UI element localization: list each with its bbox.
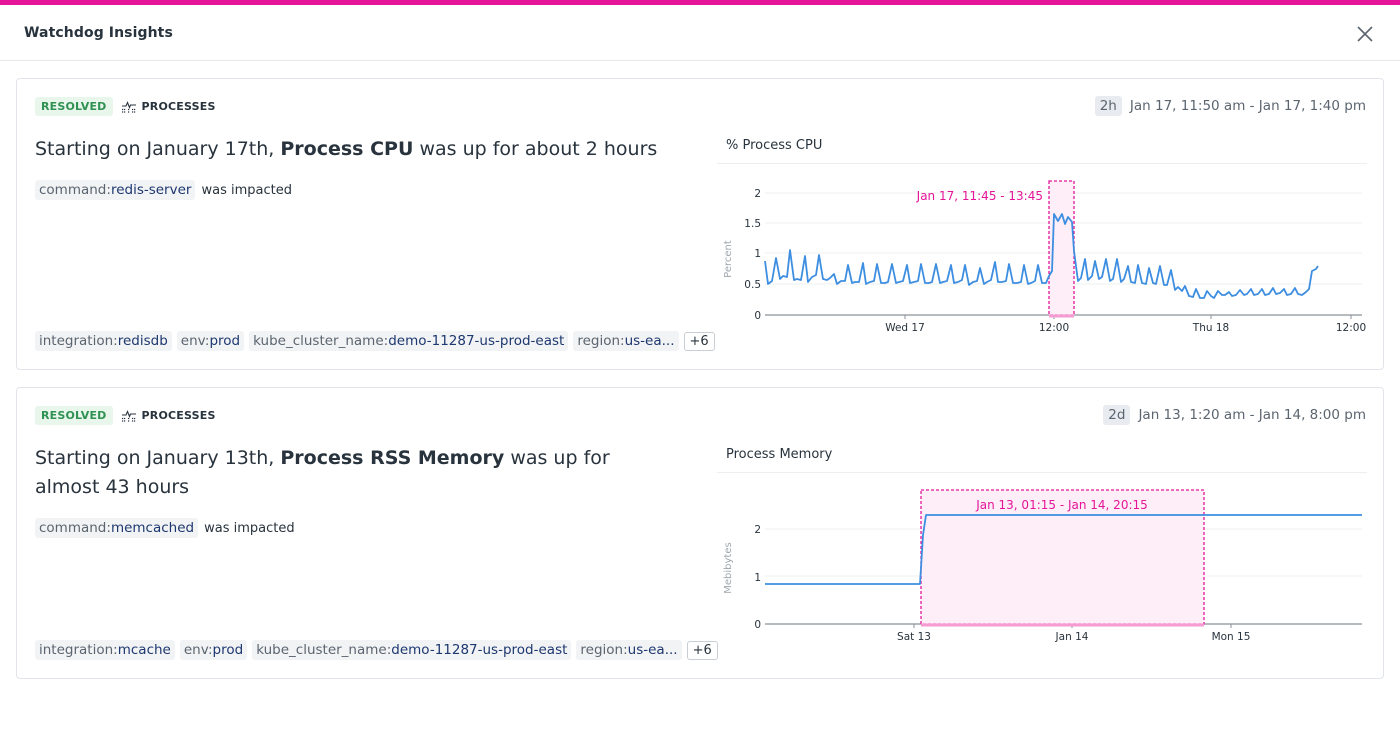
time-range: 2h Jan 17, 11:50 am - Jan 17, 1:40 pm (1094, 96, 1366, 116)
impact-row: command:redis-server was impacted (35, 180, 292, 200)
close-icon[interactable] (1354, 23, 1376, 45)
svg-text:2: 2 (754, 524, 761, 536)
chart-title: % Process CPU (726, 138, 823, 153)
tag-list: integration:redisdb env:prod kube_cluste… (35, 331, 715, 351)
impact-text: was impacted (204, 520, 295, 536)
y-axis-label: Percent (723, 240, 734, 278)
tag-integration[interactable]: integration:mcache (35, 640, 175, 660)
anomaly-label: Jan 17, 11:45 - 13:45 (916, 189, 1043, 203)
insight-headline: Starting on January 17th, Process CPU wa… (35, 138, 658, 160)
panel-header: Watchdog Insights (0, 5, 1400, 61)
svg-text:1.5: 1.5 (744, 218, 761, 230)
tag-region[interactable]: region:us-ea... (576, 640, 682, 660)
more-tags-button[interactable]: +6 (683, 331, 715, 351)
memory-chart[interactable]: Process Memory 0 1 2 Mebibytes Sat 13 Ja… (717, 440, 1367, 676)
tag-env[interactable]: env:prod (179, 640, 248, 660)
svg-text:Mon 15: Mon 15 (1212, 631, 1251, 643)
time-range-text: Jan 17, 11:50 am - Jan 17, 1:40 pm (1129, 98, 1366, 114)
processes-icon (121, 409, 136, 422)
category-label: PROCESSES (141, 409, 216, 422)
panel-title: Watchdog Insights (24, 24, 173, 41)
impact-row: command:memcached was impacted (35, 518, 295, 538)
tag-integration[interactable]: integration:redisdb (35, 331, 172, 351)
status-badge: RESOLVED (35, 406, 113, 425)
cpu-chart-plot: 0 0.5 1 1.5 2 Percent Wed 17 12:00 Thu 1… (723, 180, 1366, 334)
impact-text: was impacted (201, 182, 292, 198)
svg-text:12:00: 12:00 (1039, 322, 1069, 334)
svg-text:0: 0 (754, 310, 761, 322)
insight-headline: Starting on January 13th, Process RSS Me… (35, 447, 610, 498)
time-range-text: Jan 13, 1:20 am - Jan 14, 8:00 pm (1138, 407, 1366, 423)
accent-bar (0, 0, 1400, 5)
duration-badge: 2d (1103, 405, 1131, 425)
tag-list: integration:mcache env:prod kube_cluster… (35, 640, 718, 660)
svg-text:1: 1 (754, 248, 761, 260)
tag-kube-cluster[interactable]: kube_cluster_name:demo-11287-us-prod-eas… (252, 640, 572, 660)
status-badge: RESOLVED (35, 97, 113, 116)
cpu-chart[interactable]: % Process CPU 0 0.5 1 1.5 2 Percent Wed … (717, 131, 1367, 367)
tag-region[interactable]: region:us-ea... (573, 331, 679, 351)
impacted-tag[interactable]: command:redis-server (35, 180, 196, 200)
duration-badge: 2h (1094, 96, 1122, 116)
category-label: PROCESSES (141, 100, 216, 113)
more-tags-button[interactable]: +6 (686, 640, 718, 660)
svg-text:Sat 13: Sat 13 (897, 631, 931, 643)
svg-text:1: 1 (754, 572, 761, 584)
svg-text:0: 0 (754, 619, 761, 631)
svg-text:0.5: 0.5 (744, 279, 761, 291)
svg-text:Jan 14: Jan 14 (1055, 631, 1089, 643)
anomaly-label: Jan 13, 01:15 - Jan 14, 20:15 (975, 498, 1148, 512)
insight-card[interactable]: RESOLVED PROCESSES Starting on January 1… (16, 387, 1384, 679)
tag-env[interactable]: env:prod (176, 331, 245, 351)
insight-card[interactable]: RESOLVED PROCESSES Starting on January 1… (16, 78, 1384, 370)
category-badge: PROCESSES (121, 409, 216, 422)
time-range: 2d Jan 13, 1:20 am - Jan 14, 8:00 pm (1103, 405, 1366, 425)
svg-text:Thu 18: Thu 18 (1192, 322, 1229, 334)
metric-name: Process CPU (280, 138, 414, 160)
impacted-tag[interactable]: command:memcached (35, 518, 199, 538)
chart-title: Process Memory (726, 447, 833, 462)
processes-icon (121, 100, 136, 113)
svg-text:Wed 17: Wed 17 (885, 322, 925, 334)
category-badge: PROCESSES (121, 100, 216, 113)
y-axis-label: Mebibytes (723, 542, 734, 593)
metric-name: Process RSS Memory (280, 447, 505, 469)
svg-text:2: 2 (754, 188, 761, 200)
memory-chart-plot: 0 1 2 Mebibytes Sat 13 Jan 14 Mon 15 Jan… (723, 489, 1362, 643)
svg-text:12:00: 12:00 (1336, 322, 1366, 334)
tag-kube-cluster[interactable]: kube_cluster_name:demo-11287-us-prod-eas… (249, 331, 569, 351)
